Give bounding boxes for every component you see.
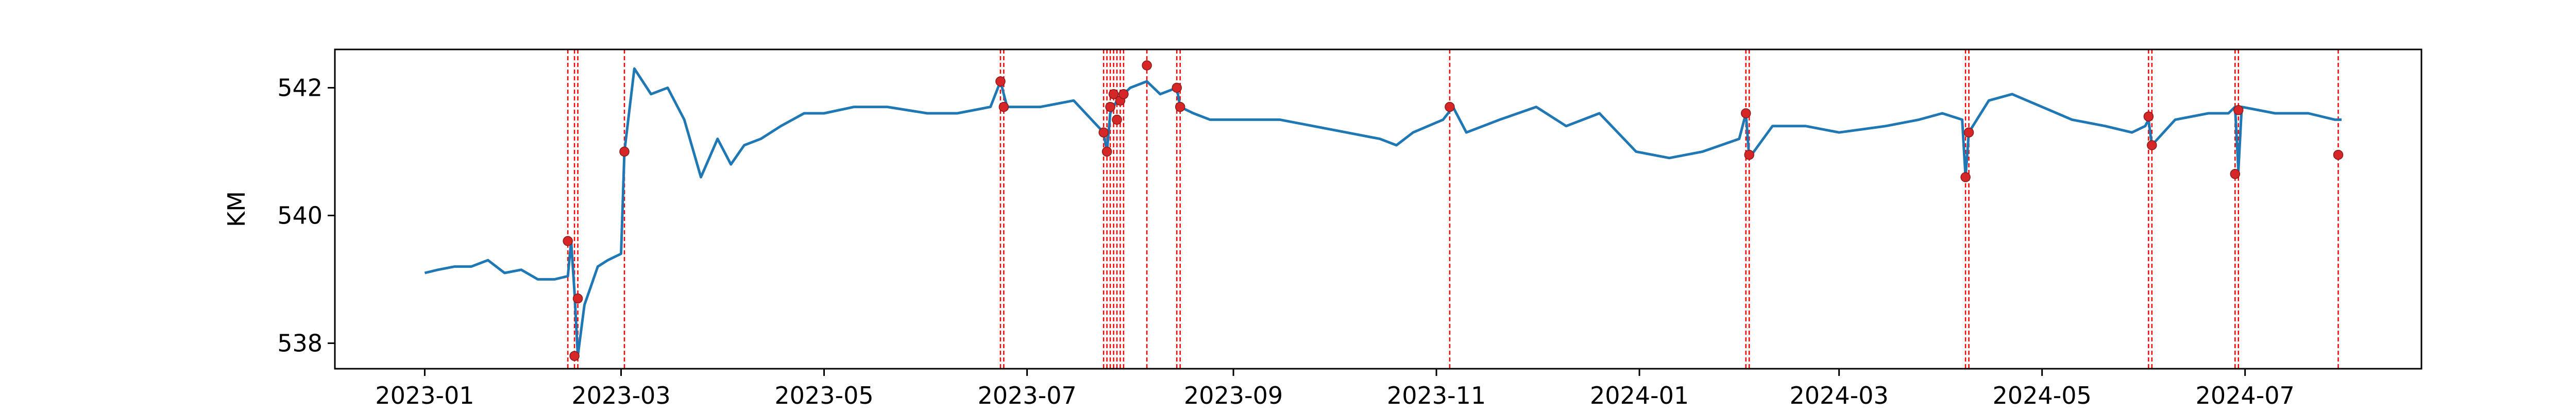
plot-frame (334, 48, 2422, 370)
x-tick-label: 2024-03 (1790, 382, 1889, 409)
event-marker (2147, 140, 2157, 150)
event-marker (569, 351, 580, 361)
event-marker (995, 76, 1006, 87)
event-marker (2333, 149, 2344, 160)
x-tick-label: 2023-07 (977, 382, 1076, 409)
y-axis: 538 540 542 (277, 74, 335, 357)
event-marker (1112, 114, 1122, 125)
x-axis: 2023-01 2023-03 2023-05 2023-07 2023-09 2023-… (375, 369, 2295, 409)
x-tick-label: 2023-11 (1387, 382, 1486, 409)
event-marker (998, 101, 1009, 112)
event-marker (1118, 89, 1129, 99)
x-tick-label: 2023-01 (375, 382, 474, 409)
event-marker (2233, 105, 2244, 115)
event-marker (2143, 111, 2154, 122)
y-axis-label: KM (223, 191, 250, 227)
event-marker (1741, 108, 1751, 118)
event-marker (1445, 101, 1455, 112)
x-tick-label: 2023-03 (571, 382, 670, 409)
x-tick-label: 2024-05 (1993, 382, 2092, 409)
event-marker (1963, 127, 1974, 138)
event-marker (1744, 149, 1754, 160)
y-tick-label: 538 (277, 329, 323, 357)
event-marker (572, 293, 583, 304)
event-marker (1172, 82, 1182, 93)
event-marker (1142, 60, 1152, 71)
x-tick-label: 2024-07 (2196, 382, 2295, 409)
y-tick-label: 540 (277, 201, 323, 229)
event-lines (567, 49, 2339, 369)
series-line (424, 67, 2342, 357)
event-marker (619, 146, 630, 157)
event-marker (1101, 146, 1112, 157)
y-tick-label: 542 (277, 74, 323, 101)
event-marker (1960, 172, 1971, 182)
event-marker (1175, 101, 1185, 112)
event-marker (1108, 89, 1119, 99)
event-marker (2230, 169, 2241, 179)
x-tick-label: 2024-01 (1590, 382, 1689, 409)
x-tick-label: 2023-09 (1184, 382, 1283, 409)
event-markers (563, 60, 2344, 361)
event-marker (563, 236, 573, 246)
x-tick-label: 2023-05 (774, 382, 873, 409)
event-marker (1105, 101, 1115, 112)
event-marker (1098, 127, 1109, 138)
